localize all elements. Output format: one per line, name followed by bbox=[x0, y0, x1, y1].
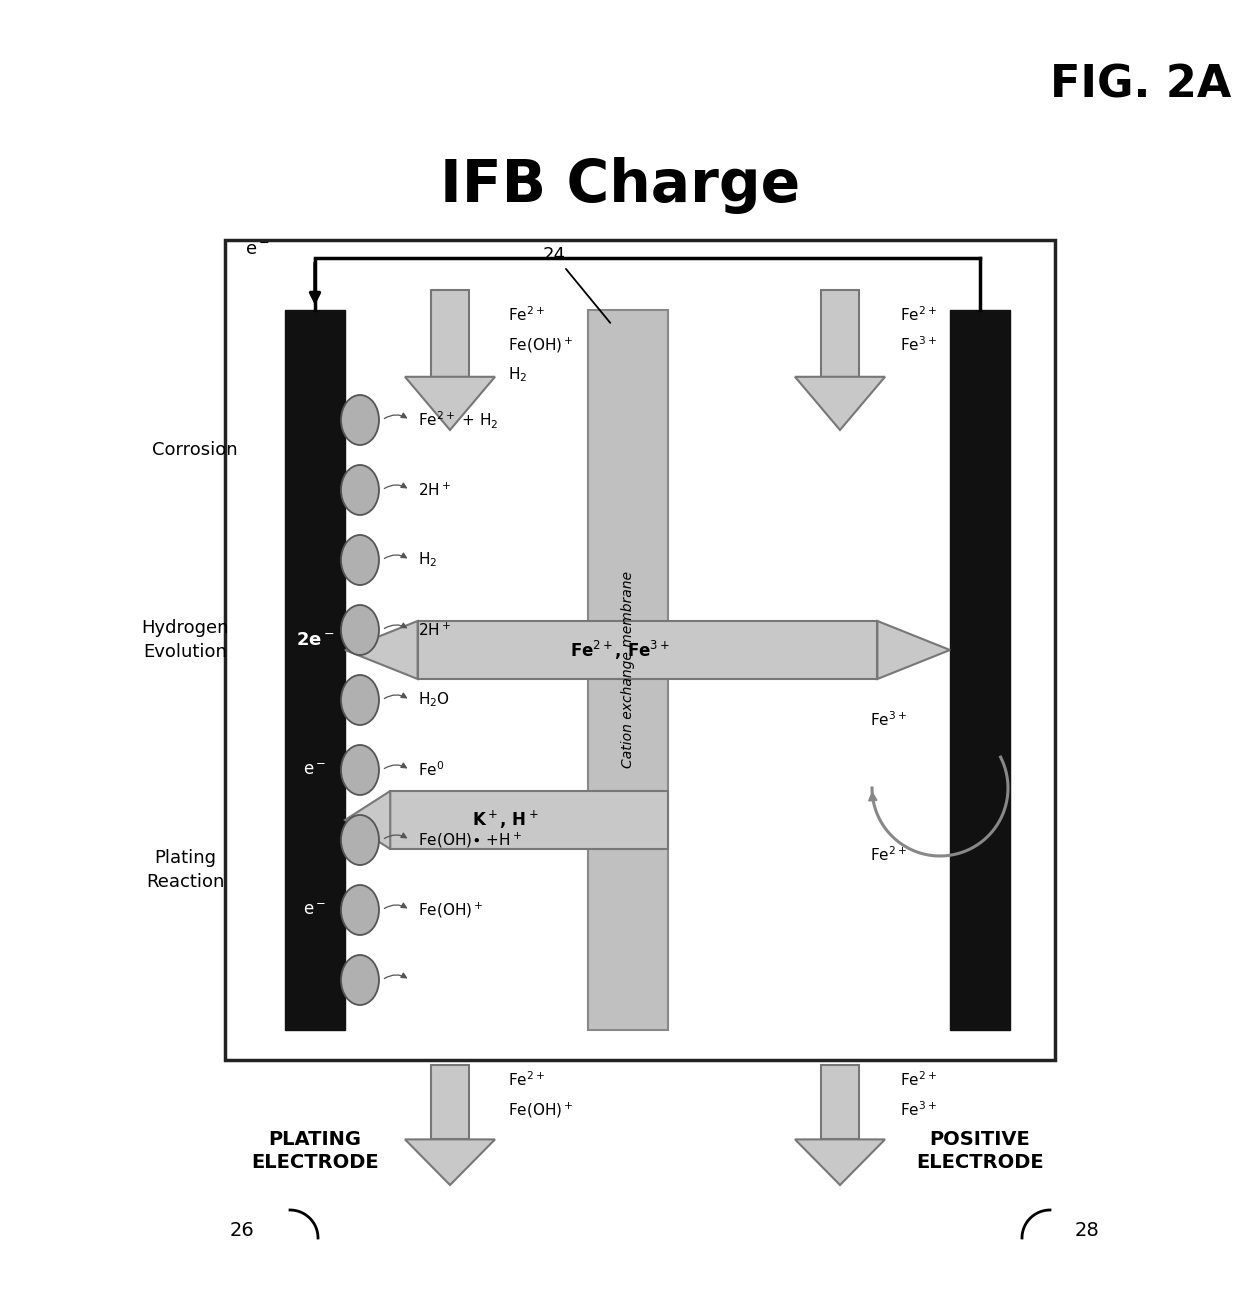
Ellipse shape bbox=[341, 744, 379, 795]
Ellipse shape bbox=[341, 885, 379, 935]
Bar bbox=[432, 1065, 469, 1139]
Text: e$^-$: e$^-$ bbox=[304, 901, 326, 920]
Text: 2H$^+$: 2H$^+$ bbox=[418, 481, 451, 498]
Text: Fe$^{2+}$: Fe$^{2+}$ bbox=[900, 306, 937, 324]
Ellipse shape bbox=[341, 396, 379, 445]
Text: K$^+$, H$^+$: K$^+$, H$^+$ bbox=[471, 809, 538, 831]
Text: Fe$^{2+}$ + H$_2$: Fe$^{2+}$ + H$_2$ bbox=[418, 410, 498, 431]
Text: 26: 26 bbox=[229, 1220, 254, 1240]
Ellipse shape bbox=[341, 604, 379, 655]
Text: Fe$^{2+}$: Fe$^{2+}$ bbox=[508, 306, 544, 324]
Text: Fe$^{2+}$: Fe$^{2+}$ bbox=[870, 846, 906, 864]
Ellipse shape bbox=[341, 955, 379, 1005]
Text: Fe$^{2+}$: Fe$^{2+}$ bbox=[900, 1070, 937, 1089]
Text: H$_2$O: H$_2$O bbox=[418, 690, 450, 709]
Text: POSITIVE
ELECTRODE: POSITIVE ELECTRODE bbox=[916, 1130, 1044, 1172]
Text: Fe(OH)$^+$: Fe(OH)$^+$ bbox=[508, 336, 574, 354]
Bar bbox=[418, 621, 878, 680]
Polygon shape bbox=[878, 621, 950, 680]
Ellipse shape bbox=[341, 674, 379, 725]
Text: Fe$^{3+}$: Fe$^{3+}$ bbox=[900, 1101, 937, 1119]
Text: Hydrogen
Evolution: Hydrogen Evolution bbox=[141, 619, 228, 660]
Polygon shape bbox=[795, 377, 885, 431]
Text: e$^-$: e$^-$ bbox=[304, 761, 326, 779]
Text: e$^-$: e$^-$ bbox=[246, 241, 270, 259]
Text: Fe(OH)$^+$: Fe(OH)$^+$ bbox=[508, 1100, 574, 1119]
Text: Fe(OH)$\bullet$ +H$^+$: Fe(OH)$\bullet$ +H$^+$ bbox=[418, 830, 522, 850]
Polygon shape bbox=[795, 1139, 885, 1185]
Polygon shape bbox=[405, 1139, 495, 1185]
Text: Fe$^{3+}$: Fe$^{3+}$ bbox=[870, 711, 906, 729]
Text: Cation exchange membrane: Cation exchange membrane bbox=[621, 572, 635, 769]
Bar bbox=[821, 291, 859, 377]
Text: 24: 24 bbox=[543, 246, 610, 323]
Text: Fe(OH)$^+$: Fe(OH)$^+$ bbox=[418, 900, 484, 920]
Text: Fe$^0$: Fe$^0$ bbox=[418, 760, 444, 779]
Text: FIG. 2A: FIG. 2A bbox=[1050, 64, 1231, 106]
Bar bbox=[285, 310, 345, 1030]
Ellipse shape bbox=[341, 534, 379, 585]
Text: Fe$^{2+}$: Fe$^{2+}$ bbox=[508, 1070, 544, 1089]
Bar bbox=[950, 310, 1011, 1030]
Text: Fe$^{3+}$: Fe$^{3+}$ bbox=[900, 336, 937, 354]
Bar bbox=[432, 291, 469, 377]
Bar bbox=[224, 240, 1055, 1060]
Text: IFB Charge: IFB Charge bbox=[440, 157, 800, 214]
Bar bbox=[588, 310, 668, 1030]
Ellipse shape bbox=[341, 466, 379, 515]
Ellipse shape bbox=[341, 815, 379, 865]
Text: Corrosion: Corrosion bbox=[153, 441, 238, 459]
Text: H$_2$: H$_2$ bbox=[508, 366, 527, 384]
Text: 28: 28 bbox=[1075, 1220, 1100, 1240]
Bar bbox=[821, 1065, 859, 1139]
Text: 2e$^-$: 2e$^-$ bbox=[295, 632, 335, 648]
Text: Fe$^{2+}$, Fe$^{3+}$: Fe$^{2+}$, Fe$^{3+}$ bbox=[570, 638, 670, 661]
Text: H$_2$: H$_2$ bbox=[418, 551, 438, 569]
Text: PLATING
ELECTRODE: PLATING ELECTRODE bbox=[252, 1130, 378, 1172]
Bar bbox=[391, 791, 668, 850]
Text: 2H$^+$: 2H$^+$ bbox=[418, 621, 451, 638]
Polygon shape bbox=[345, 621, 418, 680]
Text: Plating
Reaction: Plating Reaction bbox=[146, 850, 224, 891]
Polygon shape bbox=[405, 377, 495, 431]
Polygon shape bbox=[345, 791, 391, 850]
